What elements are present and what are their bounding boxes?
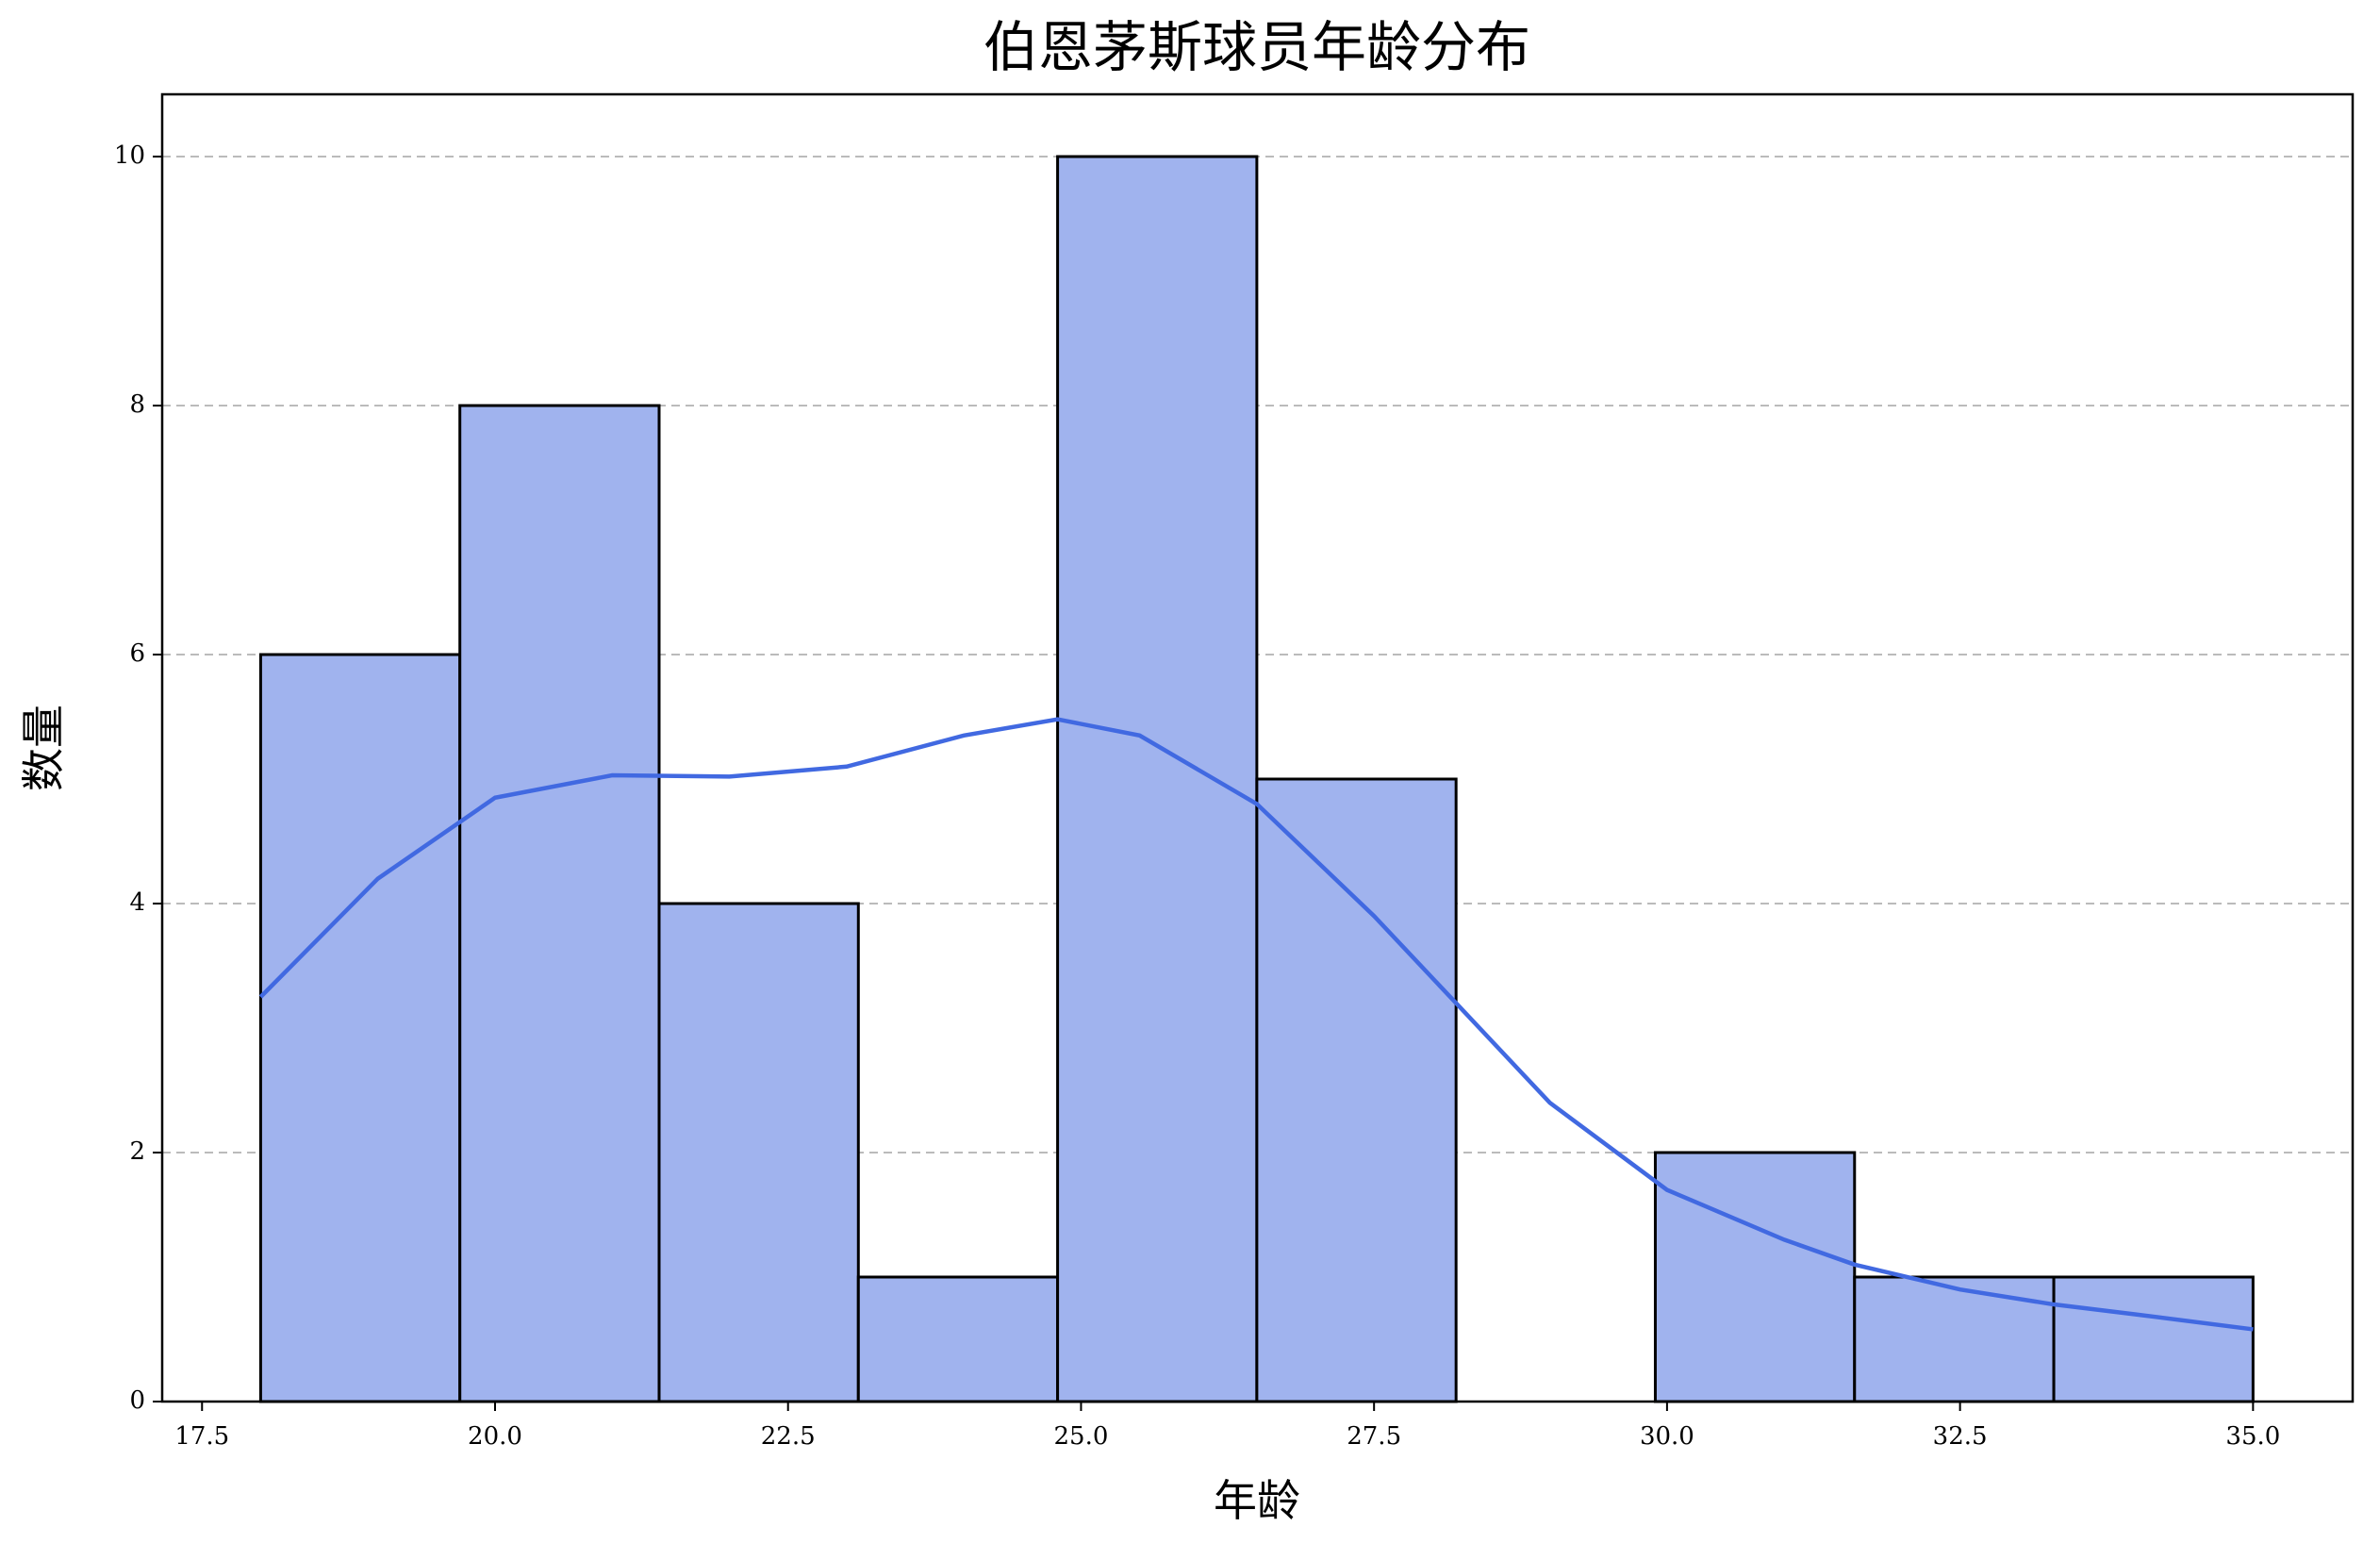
chart-title: 伯恩茅斯球员年龄分布 [983, 15, 1530, 79]
y-tick-label: 2 [129, 1137, 145, 1166]
bar [258, 653, 462, 1403]
x-tick-label: 27.5 [1347, 1422, 1401, 1451]
x-tick-label: 20.0 [468, 1422, 522, 1451]
x-tick-label: 25.0 [1053, 1422, 1108, 1451]
y-tick-label: 0 [129, 1386, 145, 1415]
x-tick-label: 22.5 [761, 1422, 816, 1451]
kde-line [258, 717, 2254, 1332]
bar [1653, 1151, 1857, 1403]
x-tick-label: 30.0 [1640, 1422, 1694, 1451]
bar [657, 902, 860, 1403]
bar [2052, 1275, 2255, 1403]
bar [1255, 777, 1458, 1403]
y-tick-label: 4 [129, 888, 145, 917]
bar [458, 404, 661, 1403]
plot-frame [160, 92, 2355, 1403]
x-tick-label: 17.5 [174, 1422, 229, 1451]
y-tick-label: 8 [129, 390, 145, 419]
x-axis-label: 年龄 [1214, 1475, 1300, 1526]
bar [1056, 155, 1259, 1403]
bar [1853, 1275, 2056, 1403]
y-tick-label: 10 [114, 141, 145, 170]
y-axis-label: 数量 [18, 705, 69, 791]
x-tick-label: 35.0 [2225, 1422, 2280, 1451]
x-tick-label: 32.5 [1933, 1422, 1988, 1451]
bar [856, 1275, 1060, 1403]
y-tick-label: 6 [129, 639, 145, 668]
